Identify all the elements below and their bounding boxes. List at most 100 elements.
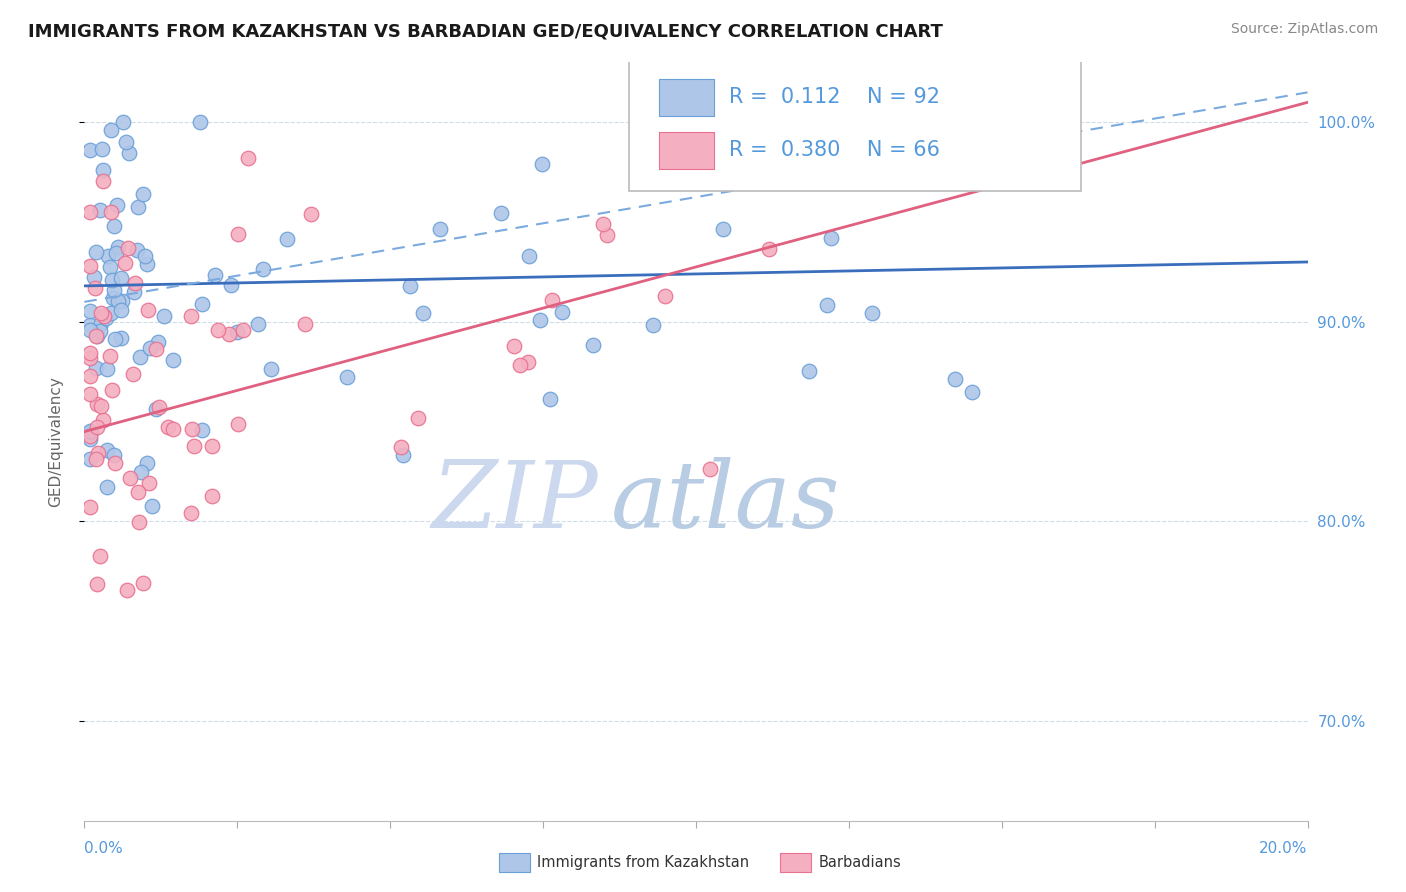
Point (79, 424, 101, 438)
Point (79, 303, 101, 318)
Point (127, 484, 149, 499)
Point (86, 420, 108, 434)
Point (79, 260, 101, 274)
Point (860, 306, 883, 320)
Point (79, 429, 101, 443)
Point (96, 442, 118, 457)
Point (124, 277, 146, 291)
Point (104, 332, 127, 346)
Text: 20.0%: 20.0% (1260, 840, 1308, 855)
Point (517, 249, 540, 263)
Point (101, 384, 124, 398)
Point (201, 489, 224, 503)
Text: R =  0.112    N = 92: R = 0.112 N = 92 (728, 87, 941, 106)
Point (89, 549, 111, 563)
Point (228, 227, 250, 241)
Point (93, 309, 115, 323)
Point (145, 401, 167, 416)
Point (141, 499, 163, 513)
Point (132, 576, 155, 591)
Point (122, 367, 145, 381)
FancyBboxPatch shape (659, 79, 714, 116)
Point (228, 417, 250, 431)
Point (90, 399, 112, 413)
Point (225, 325, 247, 339)
Point (79, 322, 101, 336)
Point (83, 281, 105, 295)
Point (156, 419, 179, 434)
Point (79, 143, 101, 157)
Text: 0.0%: 0.0% (84, 840, 124, 855)
Point (162, 352, 184, 367)
Point (110, 302, 132, 317)
Point (654, 288, 676, 302)
Point (139, 341, 162, 355)
Point (204, 268, 226, 282)
Point (100, 273, 122, 287)
Point (117, 241, 139, 255)
Point (713, 222, 735, 236)
Point (79, 432, 101, 446)
Point (98, 350, 121, 364)
Point (596, 228, 619, 243)
Point (91, 163, 114, 178)
Point (110, 330, 132, 344)
Point (84, 329, 107, 343)
Text: R =  0.380    N = 66: R = 0.380 N = 66 (728, 140, 941, 160)
Point (79, 500, 101, 514)
Point (79, 205, 101, 219)
Point (91, 174, 114, 188)
Point (100, 306, 122, 320)
Point (91, 142, 114, 156)
Point (131, 186, 153, 201)
Point (115, 583, 138, 598)
Point (641, 318, 664, 333)
Point (80, 425, 103, 439)
Point (100, 122, 122, 136)
Point (105, 246, 128, 260)
Point (128, 515, 150, 529)
Text: ZIP: ZIP (432, 458, 598, 547)
Point (960, 384, 983, 399)
Point (183, 439, 205, 453)
Text: atlas: atlas (610, 458, 839, 547)
Point (79, 346, 101, 360)
Point (406, 410, 429, 425)
Point (103, 448, 125, 462)
Point (894, 141, 917, 155)
Point (110, 271, 132, 285)
Point (190, 296, 212, 310)
Point (87, 446, 110, 460)
Point (86, 577, 108, 591)
Point (86, 397, 108, 411)
Point (294, 318, 316, 332)
Point (530, 157, 553, 171)
Point (145, 342, 167, 356)
Text: IMMIGRANTS FROM KAZAKHSTAN VS BARBADIAN GED/EQUIVALENCY CORRELATION CHART: IMMIGRANTS FROM KAZAKHSTAN VS BARBADIAN … (28, 22, 943, 40)
Point (107, 294, 129, 309)
Point (84, 361, 107, 376)
Point (153, 309, 176, 323)
Point (503, 339, 526, 353)
Point (79, 387, 101, 401)
Point (89, 203, 111, 218)
Point (104, 457, 127, 471)
Point (84, 244, 107, 259)
Point (412, 305, 434, 319)
Point (207, 323, 229, 337)
FancyBboxPatch shape (628, 59, 1081, 191)
Point (201, 440, 224, 454)
Point (90, 316, 112, 330)
Point (129, 350, 152, 364)
Point (699, 462, 721, 476)
Text: Barbadians: Barbadians (818, 855, 901, 870)
Point (125, 243, 148, 257)
Point (943, 372, 966, 386)
Point (103, 219, 125, 233)
Point (111, 293, 134, 308)
Point (218, 327, 240, 342)
Point (389, 440, 412, 454)
Point (541, 293, 564, 307)
Point (115, 136, 138, 150)
Point (252, 261, 274, 276)
